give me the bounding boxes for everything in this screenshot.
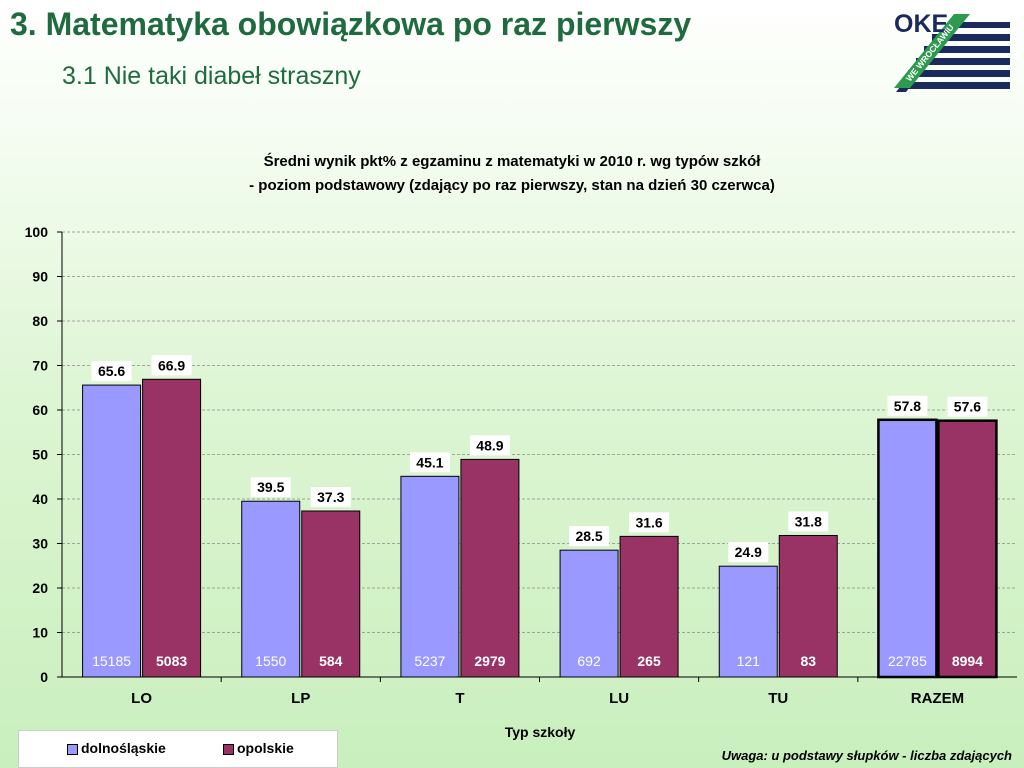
page-title: 3. Matematyka obowiązkowa po raz pierwsz…: [10, 6, 692, 42]
data-label: 37.3: [317, 489, 344, 505]
bar-opolskie-LP: [301, 510, 361, 678]
bar-opolskie-LU: [619, 535, 679, 678]
data-label-bg: [887, 395, 928, 416]
y-tick-label: 80: [32, 313, 48, 329]
data-label-bg: [947, 396, 988, 417]
bar-dolnośląskie-LP: [241, 500, 301, 678]
footnote: Uwaga: u podstawy słupków - liczba zdają…: [721, 748, 1012, 763]
data-label: 57.8: [894, 398, 921, 414]
oke-logo: OKE WE WROCŁAWIU: [894, 10, 1010, 92]
legend-item-opolskie: opolskie: [223, 740, 294, 756]
count-label: 2979: [474, 653, 505, 669]
page-subtitle: 3.1 Nie taki diabeł straszny: [62, 62, 361, 90]
data-label-bg: [629, 512, 670, 533]
legend-swatch-opolskie: [223, 743, 234, 755]
data-label: 57.6: [954, 399, 981, 415]
chart-subtitle: - poziom podstawowy (zdający po raz pier…: [249, 177, 775, 194]
bar-dolnośląskie-T: [400, 475, 460, 678]
bar-dolnośląskie-LO: [82, 384, 142, 678]
y-tick-label: 10: [32, 625, 48, 641]
x-tick-label: LP: [291, 690, 310, 707]
data-label: 31.8: [795, 513, 822, 529]
x-tick-label: TU: [768, 690, 788, 707]
data-label: 45.1: [416, 454, 443, 470]
data-label: 48.9: [476, 437, 503, 453]
data-label-bg: [728, 542, 769, 563]
data-label: 66.9: [158, 357, 185, 373]
x-axis-label: Typ szkoły: [505, 724, 576, 740]
x-tick-label: LU: [609, 690, 629, 707]
bar-dolnośląskie-LU: [559, 549, 619, 678]
bar-opolskie-LO: [142, 378, 202, 678]
bar-dolnośląskie-TU: [718, 565, 778, 678]
y-tick-label: 20: [32, 580, 48, 596]
chart-legend: dolnośląskie opolskie: [18, 730, 338, 768]
y-tick-label: 60: [32, 402, 48, 418]
y-tick-label: 0: [40, 669, 48, 685]
y-tick-label: 90: [32, 269, 48, 285]
count-label: 121: [737, 653, 761, 669]
legend-label-dolnoslaskie: dolnośląskie: [81, 740, 166, 756]
count-label: 8994: [952, 653, 983, 669]
bar-opolskie-RAZEM: [937, 419, 998, 679]
y-tick-label: 50: [32, 447, 48, 463]
bar-opolskie-T: [460, 458, 520, 678]
data-label-bg: [569, 526, 610, 547]
bar-dolnośląskie-RAZEM: [877, 418, 938, 679]
x-tick-label: T: [455, 690, 464, 707]
data-label-bg: [250, 477, 291, 498]
count-label: 22785: [888, 653, 927, 669]
data-label: 31.6: [635, 514, 662, 530]
data-label: 24.9: [735, 544, 762, 560]
count-label: 5237: [414, 653, 445, 669]
y-tick-label: 30: [32, 536, 48, 552]
y-tick-label: 70: [32, 358, 48, 374]
data-label: 39.5: [257, 479, 284, 495]
bar-opolskie-TU: [778, 534, 838, 678]
count-label: 265: [637, 653, 661, 669]
legend-item-dolnoslaskie: dolnośląskie: [67, 740, 166, 756]
data-label: 65.6: [98, 363, 125, 379]
count-label: 1550: [255, 653, 286, 669]
data-label-bg: [91, 361, 132, 382]
data-label-bg: [310, 487, 351, 508]
y-tick-label: 100: [25, 224, 49, 240]
bar-chart: Średni wynik pkt% z egzaminu z matematyk…: [25, 152, 1017, 740]
data-label-bg: [409, 452, 450, 473]
data-label-bg: [469, 435, 510, 456]
x-tick-label: LO: [131, 690, 152, 707]
legend-label-opolskie: opolskie: [237, 740, 294, 756]
data-label-bg: [151, 355, 192, 376]
y-tick-label: 40: [32, 491, 48, 507]
x-tick-label: RAZEM: [911, 690, 964, 707]
count-label: 83: [800, 653, 816, 669]
count-label: 584: [319, 653, 343, 669]
logo-text: OKE: [894, 10, 948, 38]
data-label: 28.5: [575, 528, 602, 544]
data-label-bg: [788, 511, 829, 532]
count-label: 5083: [156, 653, 187, 669]
count-label: 15185: [92, 653, 131, 669]
legend-swatch-dolnoslaskie: [67, 743, 78, 755]
count-label: 692: [577, 653, 601, 669]
chart-title: Średni wynik pkt% z egzaminu z matematyk…: [264, 152, 762, 170]
